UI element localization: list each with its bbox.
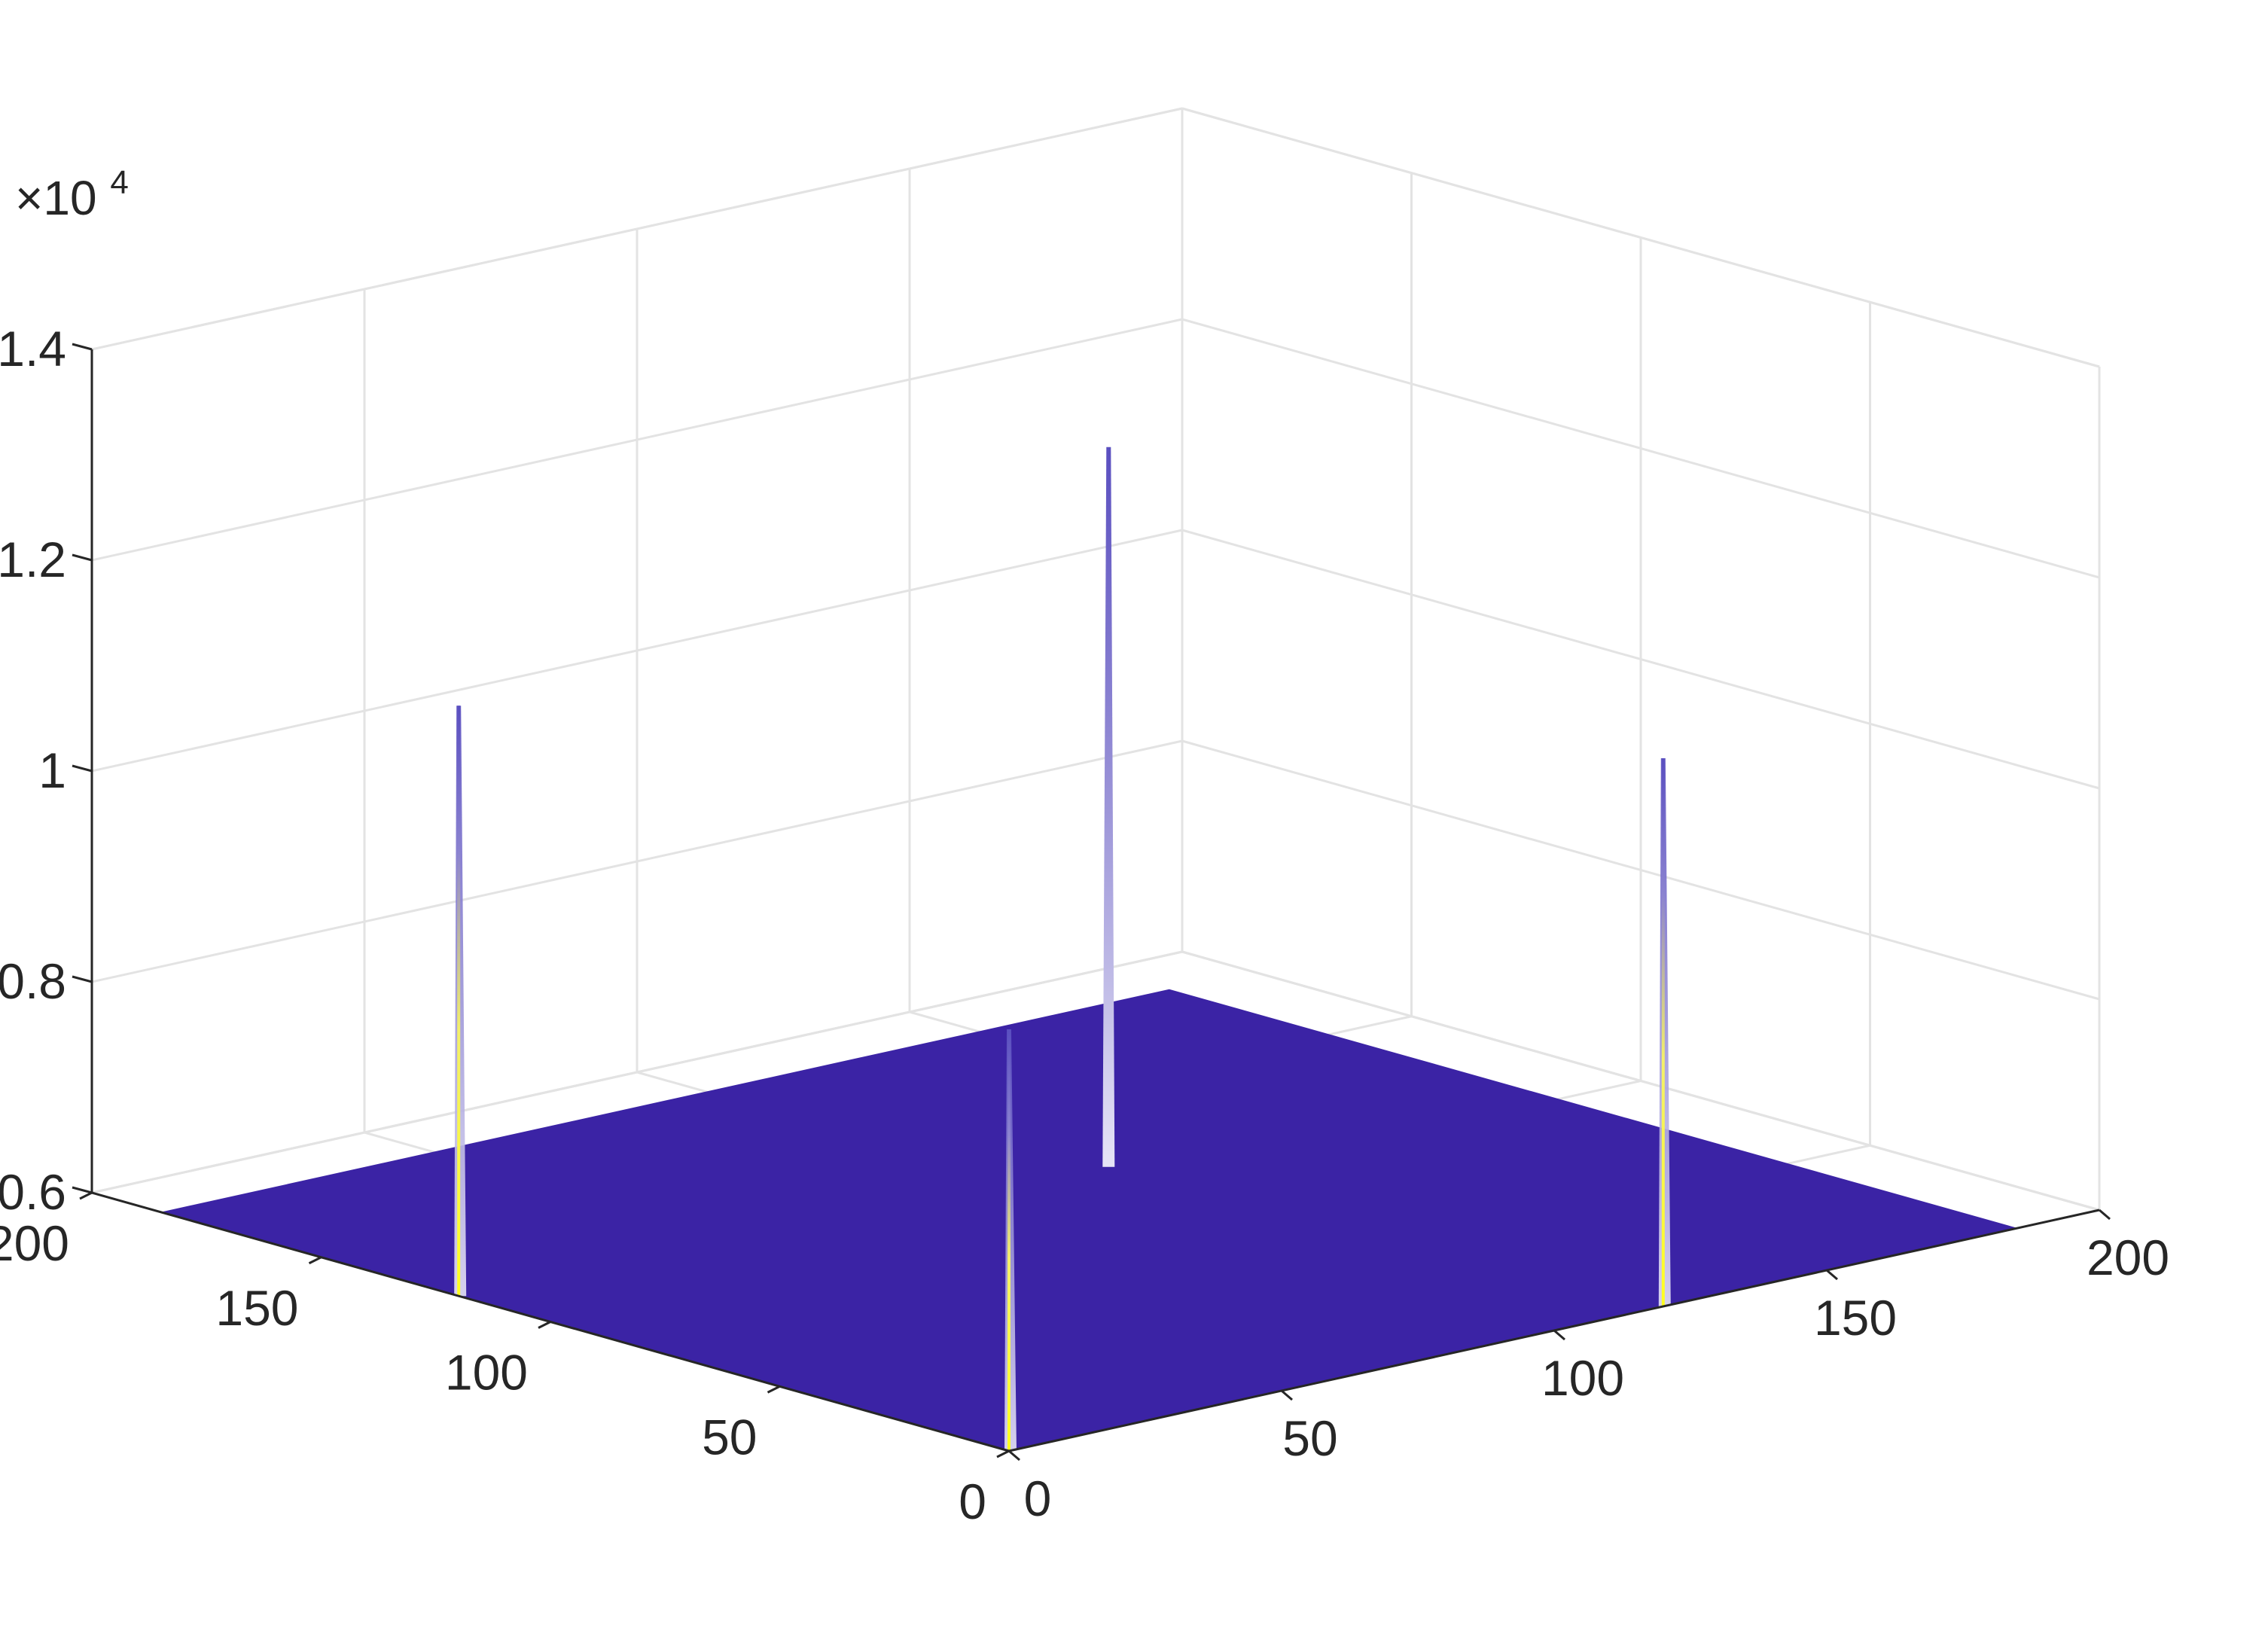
wall-y-hgrid-3 [91, 318, 1183, 562]
z-tick-label-4: 1.4 [0, 321, 66, 376]
x-tick-2 [1553, 1329, 1565, 1341]
peak-line [1007, 1029, 1011, 1451]
x-tick-1 [1281, 1389, 1293, 1401]
surface-plane [160, 989, 2018, 1451]
z-tick-label-2: 1 [38, 742, 66, 798]
z-exponent-base: ×10 [15, 171, 97, 225]
y-tick-0 [996, 1449, 1010, 1458]
y-tick-3 [308, 1256, 322, 1265]
z-tick-4 [72, 343, 93, 351]
peak-line [1661, 758, 1665, 1306]
z-tick-label-0: 0.6 [0, 1164, 66, 1220]
x-tick-label-1: 50 [1282, 1410, 1337, 1466]
wall-x-hgrid-3 [1181, 318, 2100, 579]
wall-x-hgrid-2 [1181, 529, 2100, 790]
z-tick-1 [72, 975, 93, 983]
wall-x-hgrid-4 [1181, 107, 2100, 368]
wall-y-hgrid-1 [91, 739, 1183, 983]
peak-1 [454, 706, 467, 1297]
z-tick-2 [72, 764, 93, 773]
z-tick-label-1: 0.8 [0, 953, 66, 1009]
x-tick-label-0: 0 [1024, 1471, 1052, 1526]
y-tick-label-3: 150 [215, 1280, 298, 1336]
z-tick-0 [72, 1186, 93, 1194]
peak-0 [1004, 1029, 1017, 1451]
z-tick-label-3: 1.2 [0, 532, 66, 587]
x-tick-0 [1008, 1449, 1020, 1462]
z-axis-exponent: ×10 4 [15, 164, 129, 225]
y-tick-label-4: 200 [0, 1215, 69, 1271]
peak-2 [1658, 758, 1671, 1306]
y-tick-2 [538, 1321, 551, 1329]
peak-line [457, 706, 461, 1297]
wall-y-hgrid-4 [91, 107, 1183, 351]
wall-x-hgrid-0 [1181, 950, 2100, 1212]
wall-y-hgrid-0 [91, 950, 1183, 1194]
z-exponent-power: 4 [110, 164, 128, 201]
axis-layer [72, 343, 2111, 1462]
z-tick-3 [72, 553, 93, 562]
wall-y-hgrid-2 [91, 529, 1183, 773]
x-tick-label-2: 100 [1541, 1350, 1624, 1406]
y-tick-label-0: 0 [959, 1474, 986, 1529]
x-tick-4 [2099, 1209, 2111, 1221]
label-layer: ×10 4 0.6 0.8 1 1.2 1.4 0 50 100 150 200 0 50 100 150… [0, 164, 2169, 1529]
x-tick-label-3: 150 [1814, 1290, 1897, 1346]
y-tick-label-1: 50 [702, 1409, 757, 1465]
x-tick-label-4: 200 [2087, 1230, 2169, 1285]
peak-3 [1102, 447, 1115, 1167]
surface-layer [160, 447, 2018, 1451]
wall-x-hgrid-1 [1181, 739, 2100, 1001]
y-tick-label-2: 100 [445, 1345, 528, 1401]
y-tick-1 [767, 1385, 781, 1394]
peak-body [1102, 447, 1115, 1167]
y-tick-4 [79, 1191, 93, 1200]
x-tick-3 [1826, 1269, 1838, 1281]
